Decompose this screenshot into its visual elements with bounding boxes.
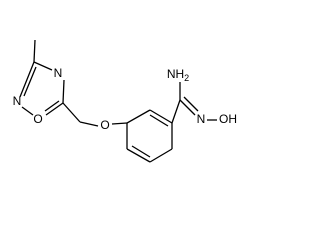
bond (23, 66, 37, 97)
bond (171, 99, 181, 124)
bond (149, 148, 173, 163)
atom-label: OH (219, 112, 237, 126)
bond (126, 148, 151, 163)
bond (62, 79, 65, 104)
bond (149, 114, 169, 127)
bond (179, 99, 196, 116)
bond (111, 122, 128, 125)
atom-label-sub: 2 (184, 73, 189, 83)
atom-label-main: NH (167, 67, 184, 81)
bond (183, 96, 199, 112)
atom-label: N (54, 66, 63, 80)
atom-label: NH2 (167, 67, 189, 83)
atom-label: N (197, 112, 206, 126)
bond (19, 61, 35, 98)
bonds (19, 39, 217, 163)
bond (79, 121, 99, 127)
bond (44, 100, 60, 112)
molecule: N N O O NH2 N OH (13, 39, 237, 163)
bond (131, 145, 151, 158)
bond (33, 61, 53, 71)
bond (149, 109, 173, 124)
bond (126, 109, 151, 124)
atom-label: O (33, 112, 42, 126)
bond (45, 102, 64, 116)
bond (33, 39, 36, 63)
bond (62, 102, 81, 123)
atom-label: O (100, 118, 109, 132)
atom-label: N (13, 94, 22, 108)
bond (21, 106, 34, 116)
